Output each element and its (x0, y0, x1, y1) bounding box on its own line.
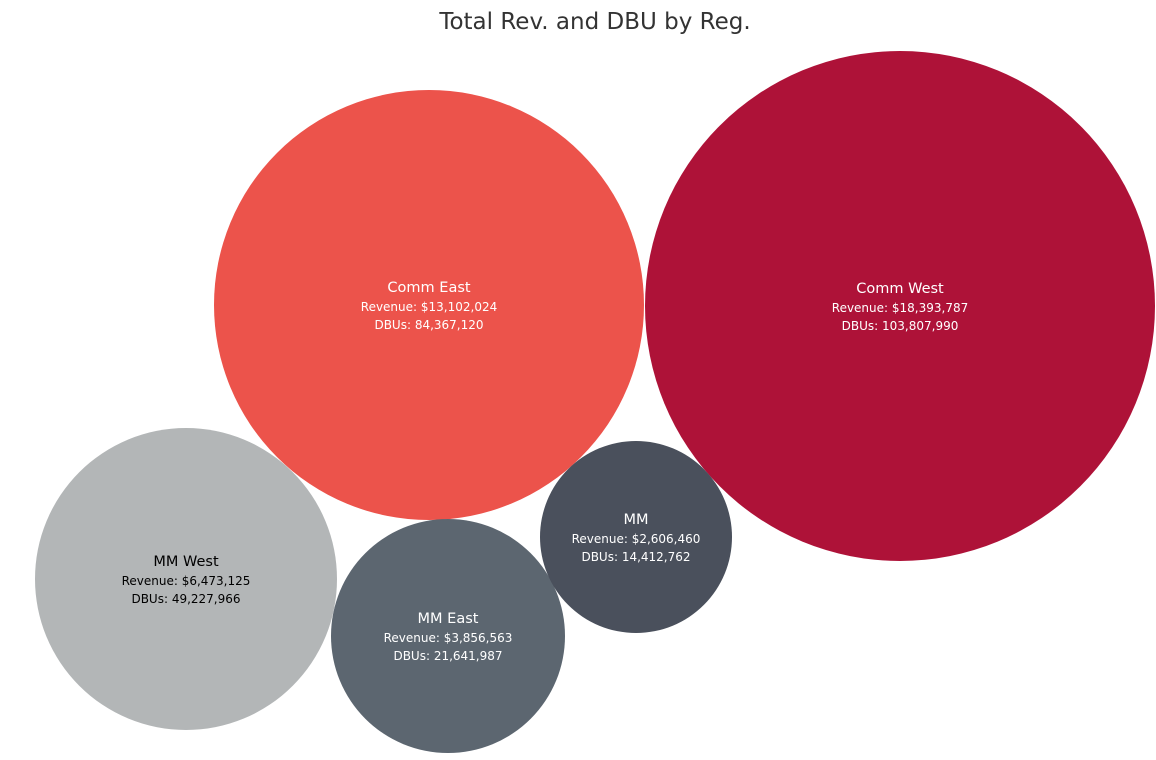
bubble-dbus-comm-east: DBUs: 84,367,120 (374, 318, 483, 332)
bubble-dbus-mm-west: DBUs: 49,227,966 (131, 592, 240, 606)
bubble-label-mm-east: MM East (418, 611, 479, 627)
bubble-revenue-mm: Revenue: $2,606,460 (572, 532, 701, 546)
bubble-revenue-mm-west: Revenue: $6,473,125 (122, 574, 251, 588)
bubble-circle-comm-east[interactable] (214, 90, 644, 520)
bubble-revenue-comm-east: Revenue: $13,102,024 (361, 300, 497, 314)
chart-title: Total Rev. and DBU by Reg. (439, 9, 751, 35)
bubble-revenue-mm-east: Revenue: $3,856,563 (384, 631, 513, 645)
bubble-circle-mm[interactable] (540, 441, 732, 633)
bubble-dbus-mm-east: DBUs: 21,641,987 (393, 649, 502, 663)
bubble-label-comm-west: Comm West (856, 281, 944, 297)
bubble-label-mm-west: MM West (153, 554, 219, 570)
bubble-mm-east[interactable]: MM East Revenue: $3,856,563 DBUs: 21,641,9… (331, 519, 565, 753)
bubble-dbus-comm-west: DBUs: 103,807,990 (842, 319, 959, 333)
bubble-dbus-mm: DBUs: 14,412,762 (581, 550, 690, 564)
bubble-label-comm-east: Comm East (387, 280, 470, 296)
bubble-comm-east[interactable]: Comm East Revenue: $13,102,024 DBUs: 84,36… (214, 90, 644, 520)
bubble-mm[interactable]: MM Revenue: $2,606,460 DBUs: 14,412,762 (540, 441, 732, 633)
bubble-label-mm: MM (623, 512, 648, 528)
bubble-mm-west[interactable]: MM West Revenue: $6,473,125 DBUs: 49,227,9… (35, 428, 337, 730)
bubble-comm-west[interactable]: Comm West Revenue: $18,393,787 DBUs: 103,8… (645, 51, 1155, 561)
bubble-circle-mm-east[interactable] (331, 519, 565, 753)
bubble-circle-mm-west[interactable] (35, 428, 337, 730)
bubble-revenue-comm-west: Revenue: $18,393,787 (832, 301, 968, 315)
bubble-circle-comm-west[interactable] (645, 51, 1155, 561)
